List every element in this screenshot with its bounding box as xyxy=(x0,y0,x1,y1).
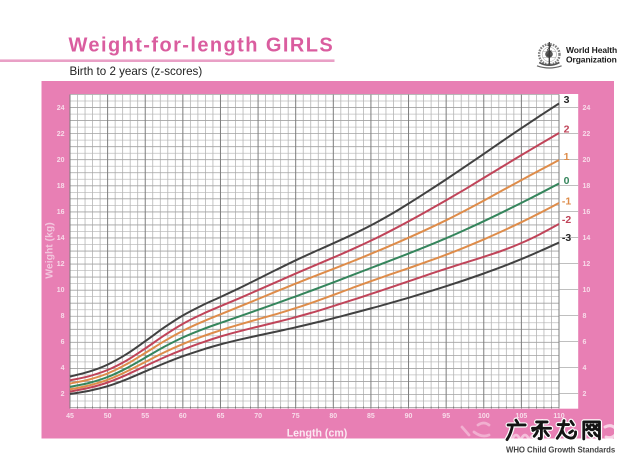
svg-text:1: 1 xyxy=(564,151,570,163)
svg-text:55: 55 xyxy=(141,413,149,420)
svg-text:14: 14 xyxy=(583,235,591,242)
svg-text:4: 4 xyxy=(61,365,65,372)
svg-text:12: 12 xyxy=(583,261,591,268)
svg-text:0: 0 xyxy=(564,175,570,187)
svg-text:90: 90 xyxy=(405,413,413,420)
svg-text:14: 14 xyxy=(57,235,65,242)
svg-text:60: 60 xyxy=(179,413,187,420)
svg-text:-3: -3 xyxy=(562,232,571,244)
svg-text:70: 70 xyxy=(254,413,262,420)
svg-text:3: 3 xyxy=(564,94,570,106)
svg-text:WHO Child Growth Standards: WHO Child Growth Standards xyxy=(506,445,616,454)
svg-text:85: 85 xyxy=(367,413,375,420)
svg-text:Weight (kg): Weight (kg) xyxy=(45,222,56,278)
svg-text:65: 65 xyxy=(217,413,225,420)
svg-text:10: 10 xyxy=(57,287,65,294)
svg-text:22: 22 xyxy=(57,131,65,138)
svg-text:105: 105 xyxy=(516,413,528,420)
svg-text:95: 95 xyxy=(442,413,450,420)
svg-text:80: 80 xyxy=(329,413,337,420)
svg-text:110: 110 xyxy=(553,413,564,420)
svg-text:Birth to 2 years (z-scores): Birth to 2 years (z-scores) xyxy=(70,65,203,78)
svg-text:100: 100 xyxy=(478,413,490,420)
svg-text:Length (cm): Length (cm) xyxy=(287,428,348,440)
svg-text:4: 4 xyxy=(583,365,587,372)
svg-text:75: 75 xyxy=(292,413,300,420)
svg-text:12: 12 xyxy=(57,261,65,268)
svg-text:8: 8 xyxy=(583,313,587,320)
svg-text:20: 20 xyxy=(57,157,65,164)
svg-text:2: 2 xyxy=(564,124,570,136)
svg-text:10: 10 xyxy=(583,287,591,294)
svg-text:6: 6 xyxy=(61,339,65,346)
svg-text:16: 16 xyxy=(57,209,65,216)
svg-text:-1: -1 xyxy=(562,196,571,208)
svg-text:22: 22 xyxy=(583,131,591,138)
svg-text:-2: -2 xyxy=(562,214,571,226)
svg-text:2: 2 xyxy=(583,391,587,398)
svg-text:16: 16 xyxy=(583,209,591,216)
svg-text:20: 20 xyxy=(583,157,591,164)
svg-text:24: 24 xyxy=(57,105,65,112)
svg-text:8: 8 xyxy=(61,313,65,320)
svg-text:6: 6 xyxy=(583,339,587,346)
svg-text:2: 2 xyxy=(61,391,65,398)
svg-text:45: 45 xyxy=(66,413,74,420)
svg-text:World Health: World Health xyxy=(566,45,617,55)
svg-text:18: 18 xyxy=(583,183,591,190)
svg-text:50: 50 xyxy=(104,413,112,420)
svg-text:Weight-for-length GIRLS: Weight-for-length GIRLS xyxy=(69,35,335,57)
svg-text:18: 18 xyxy=(57,183,65,190)
svg-text:24: 24 xyxy=(583,105,591,112)
svg-text:Organization: Organization xyxy=(566,55,617,65)
